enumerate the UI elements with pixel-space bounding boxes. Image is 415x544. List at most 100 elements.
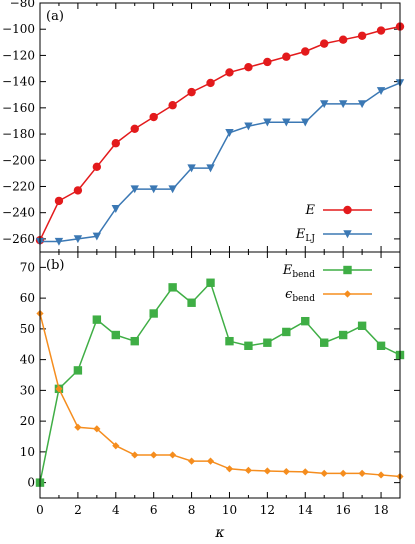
- data-point-diamond: [150, 451, 158, 459]
- data-point-diamond: [377, 471, 385, 479]
- data-point-diamond: [343, 290, 352, 298]
- data-point-square: [73, 366, 83, 375]
- data-point-diamond: [131, 451, 139, 459]
- panel-a-ticks: −260 −240 −220 −200 −180 −160 −140 −120 −100 −80: [2, 0, 401, 252]
- data-point-square: [376, 341, 386, 350]
- data-point-triangle-down: [320, 100, 329, 109]
- x-tick-label: 0: [36, 503, 44, 517]
- panel-b-series: [35, 278, 405, 487]
- data-point-circle: [187, 87, 196, 97]
- y-tick-label: 60: [20, 291, 35, 305]
- panel-a-series: [35, 22, 405, 246]
- x-tick-label: 14: [298, 503, 314, 517]
- data-point-square: [187, 298, 196, 307]
- data-point-square: [320, 338, 329, 347]
- data-point-square: [301, 316, 310, 326]
- y-tick-label: −220: [2, 179, 35, 193]
- data-point-circle: [320, 39, 329, 48]
- data-point-square: [282, 327, 291, 337]
- data-point-triangle-down: [225, 129, 234, 137]
- y-tick-label: −200: [2, 153, 35, 167]
- x-tick-label: 2: [74, 503, 82, 517]
- data-point-diamond: [358, 469, 366, 477]
- x-tick-label: 4: [112, 503, 120, 517]
- data-point-triangle-down: [263, 118, 272, 127]
- y-tick-label: −180: [2, 127, 35, 141]
- data-point-triangle-down: [301, 118, 310, 127]
- y-tick-label: −80: [10, 0, 35, 10]
- y-tick-label: 20: [20, 414, 35, 428]
- data-point-diamond: [301, 468, 309, 476]
- panel-a-legend: E ELJ: [295, 203, 372, 244]
- data-point-square: [149, 309, 158, 318]
- data-point-circle: [54, 196, 64, 206]
- data-point-triangle-down: [92, 232, 102, 241]
- data-point-circle: [357, 31, 367, 40]
- data-point-square: [206, 278, 215, 287]
- data-point-triangle-down: [111, 205, 120, 213]
- x-tick-labels: 0 2 4 6 8 10 12 14 16 18: [36, 503, 389, 517]
- data-point-triangle-down: [376, 87, 386, 96]
- y-tick-label: −240: [2, 206, 35, 220]
- data-point-square: [263, 338, 272, 347]
- data-point-diamond: [112, 442, 120, 450]
- data-point-circle: [225, 68, 234, 77]
- data-point-triangle-down: [338, 100, 348, 109]
- data-point-square: [130, 336, 139, 346]
- data-point-square: [357, 321, 367, 330]
- panel-b-legend: Ebend ϵbend: [282, 263, 372, 304]
- panel-a: −260−240−220−200−180−160−140−120−100−80 …: [2, 0, 405, 253]
- data-point-square: [343, 265, 352, 275]
- data-point-square: [244, 341, 253, 350]
- legend-label: ϵbend: [285, 287, 315, 304]
- panel-b-label: (b): [46, 258, 64, 273]
- data-point-circle: [149, 112, 158, 122]
- y-tick-label: 0: [27, 476, 35, 490]
- y-tick-label: −140: [2, 75, 35, 89]
- data-point-diamond: [282, 467, 290, 476]
- data-point-circle: [263, 57, 272, 67]
- y-tick-label: 40: [20, 353, 35, 367]
- data-point-square: [225, 336, 234, 346]
- data-point-diamond: [206, 457, 215, 465]
- data-point-diamond: [55, 385, 63, 393]
- y-tick-label: −160: [2, 101, 35, 115]
- data-point-circle: [244, 63, 253, 72]
- data-point-circle: [111, 139, 120, 148]
- data-point-circle: [206, 78, 215, 88]
- y-tick-label: −120: [2, 48, 35, 62]
- y-tick-label: 50: [20, 322, 35, 336]
- legend-label: ELJ: [295, 227, 315, 244]
- data-point-diamond: [187, 457, 196, 465]
- data-point-diamond: [93, 425, 101, 433]
- data-point-circle: [338, 35, 348, 44]
- y-tick-label: −100: [2, 22, 35, 36]
- data-point-triangle-down: [357, 100, 367, 109]
- x-tick-label: 18: [373, 503, 388, 517]
- data-point-diamond: [225, 465, 234, 473]
- data-point-triangle-down: [73, 235, 83, 244]
- panel-a-label: (a): [46, 9, 64, 24]
- y-tick-label: 30: [20, 383, 35, 397]
- data-point-diamond: [263, 467, 271, 475]
- data-point-triangle-down: [244, 122, 253, 131]
- panel-b: 0 10 20 30 40 50 60 70 (b) Ebend ϵbend: [20, 251, 405, 499]
- data-point-circle: [301, 47, 310, 56]
- data-point-triangle-down: [206, 164, 215, 173]
- data-point-circle: [92, 162, 102, 172]
- data-point-square: [111, 330, 120, 340]
- data-point-diamond: [244, 466, 253, 474]
- data-point-triangle-down: [130, 185, 139, 194]
- data-point-diamond: [169, 451, 177, 459]
- data-point-square: [338, 330, 348, 340]
- panel-b-frame: [39, 251, 401, 499]
- series-line-ELJ: [40, 82, 401, 243]
- data-point-triangle-down: [54, 237, 64, 246]
- x-tick-label: 8: [188, 503, 196, 517]
- legend-label: E: [305, 203, 316, 218]
- data-point-circle: [376, 26, 386, 35]
- data-point-circle: [73, 186, 83, 195]
- x-tick-label: 10: [222, 503, 237, 517]
- data-point-diamond: [320, 469, 328, 477]
